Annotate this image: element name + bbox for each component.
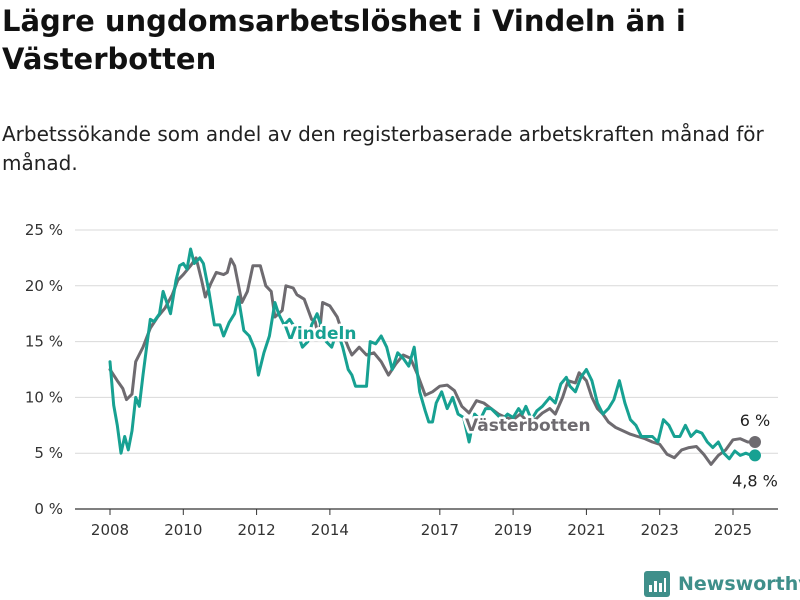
y-axis: 0 % 5 % 10 % 15 % 20 % 25 % [25,221,63,518]
y-tick-label: 25 % [25,221,63,239]
series-label-vindeln: Vindeln [284,324,356,344]
x-axis: 2008 2010 2012 2014 2017 2019 2021 2023 2025 [91,509,752,539]
x-tick-label: 2023 [641,521,679,539]
series-end-marker-vindeln [748,449,761,462]
y-tick-label: 0 % [34,500,63,518]
chart-title: Lägre ungdomsarbetslöshet i Vindeln än i… [2,4,686,76]
series-line-v-sterbotten [108,256,757,466]
chart-subtitle: Arbetssökande som andel av den registerb… [2,122,764,175]
line-chart: 0 %5 %10 %15 %20 %25 % 2008 2010 2012 2014 2… [25,221,778,539]
series-line-vindeln [108,247,757,461]
x-tick-label: 2010 [164,521,202,539]
series-end-label-v-sterbotten: 6 % [740,411,770,430]
x-tick-label: 2025 [714,521,752,539]
series-end-marker-v-sterbotten [748,436,761,449]
series-end-label-vindeln: 4,8 % [732,471,778,490]
series-label-v-sterbotten: Västerbotten [465,416,591,436]
series-label-halo-v-sterbotten: Västerbotten [465,416,591,436]
x-tick-label: 2008 [91,521,129,539]
x-tick-label: 2014 [311,521,349,539]
y-tick-label: 20 % [25,277,63,295]
y-tick-label: 5 % [34,444,63,462]
x-tick-label: 2021 [567,521,605,539]
series-lines [108,247,761,466]
x-tick-label: 2019 [494,521,532,539]
newsworthy-logo-icon [644,571,670,597]
grid-lines [75,229,778,510]
y-tick-label: 10 % [25,388,63,406]
x-tick-label: 2017 [421,521,459,539]
series-label-halo-vindeln: Vindeln [284,324,356,344]
x-tick-label: 2012 [237,521,275,539]
brand-name: Newsworthy [678,573,800,595]
y-tick-label: 15 % [25,333,63,351]
brand[interactable]: Newsworthy [644,568,800,600]
